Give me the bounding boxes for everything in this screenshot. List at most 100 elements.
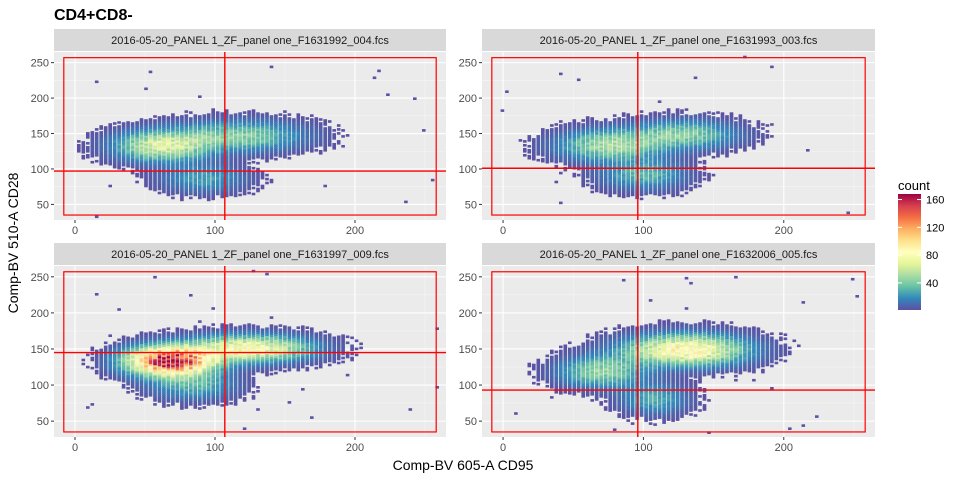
hexbin-cell	[233, 190, 238, 194]
hexbin-cell	[211, 165, 215, 169]
hexbin-cell	[108, 129, 112, 132]
hexbin-cell	[175, 381, 180, 385]
hexbin-cell	[242, 188, 247, 192]
hexbin-cell	[278, 151, 283, 154]
hexbin-cell	[153, 352, 157, 356]
hexbin-cell	[126, 141, 130, 144]
hexbin-cell	[278, 336, 283, 340]
hexbin-cell	[608, 190, 612, 194]
hexbin-cell	[585, 124, 590, 127]
hexbin-cell	[215, 117, 220, 120]
hexbin-cell	[162, 370, 166, 374]
hexbin-cell	[693, 122, 698, 125]
hexbin-cell	[202, 373, 207, 377]
hexbin-cell	[599, 139, 603, 142]
hexbin-cell	[287, 346, 292, 350]
hexbin-cell	[292, 134, 296, 137]
hexbin-cell	[180, 178, 184, 182]
hexbin-cell	[130, 146, 135, 149]
hexbin-cell	[653, 141, 657, 144]
hexbin-cell	[621, 193, 626, 197]
hexbin-cell	[193, 144, 198, 147]
hexbin-cell	[229, 167, 233, 171]
hexbin-cell	[193, 118, 198, 121]
hexbin-cell	[103, 363, 108, 367]
hexbin-cell	[166, 163, 171, 167]
hexbin-cell	[532, 155, 536, 159]
hexbin-cell	[211, 307, 215, 310]
hexbin-cell	[568, 136, 572, 139]
hexbin-cell	[108, 143, 112, 146]
hexbin-cell	[189, 121, 193, 124]
hexbin-cell	[278, 119, 283, 122]
hexbin-cell	[121, 343, 126, 347]
hexbin-cell	[175, 175, 180, 179]
hexbin-cell	[716, 133, 720, 136]
hexbin-cell	[260, 358, 265, 362]
hexbin-cell	[121, 339, 126, 343]
hexbin-cell	[626, 154, 630, 158]
hexbin-cell	[296, 326, 301, 329]
hexbin-cell	[171, 393, 175, 396]
hexbin-cell	[121, 148, 126, 151]
hexbin-cell	[148, 173, 153, 177]
hexbin-cell	[157, 175, 162, 179]
hexbin-cell	[242, 151, 247, 154]
hexbin-cell	[734, 125, 738, 128]
hexbin-cell	[103, 341, 108, 345]
hexbin-cell	[251, 127, 256, 130]
hexbin-cell	[215, 354, 220, 358]
hexbin-cell	[612, 122, 617, 125]
hexbin-cell	[657, 112, 662, 115]
hexbin-cell	[153, 374, 157, 378]
hexbin-cell	[180, 382, 184, 386]
hexbin-cell	[590, 174, 594, 178]
hexbin-cell	[680, 125, 684, 128]
hexbin-cell	[590, 156, 594, 160]
hexbin-cell	[238, 355, 242, 359]
hexbin-cell	[278, 153, 283, 156]
hexbin-cell	[630, 193, 635, 197]
hexbin-cell	[202, 388, 207, 391]
facet-strip	[54, 29, 446, 51]
hexbin-cell	[157, 167, 162, 171]
hexbin-cell	[193, 349, 198, 353]
hexbin-cell	[121, 365, 126, 369]
hexbin-cell	[189, 378, 193, 382]
hexbin-cell	[608, 153, 612, 156]
hexbin-cell	[278, 113, 283, 116]
hexbin-cell	[617, 184, 621, 188]
hexbin-cell	[292, 337, 296, 341]
hexbin-cell	[206, 348, 211, 352]
hexbin-cell	[626, 172, 630, 176]
hexbin-cell	[238, 185, 242, 189]
hexbin-cell	[603, 132, 608, 135]
hexbin-cell	[711, 130, 716, 133]
hexbin-cell	[305, 348, 310, 352]
hexbin-cell	[747, 132, 752, 135]
hexbin-cell	[242, 139, 247, 142]
hexbin-cell	[301, 355, 305, 359]
hexbin-cell	[193, 341, 198, 345]
hexbin-cell	[590, 172, 594, 176]
hexbin-cell	[287, 137, 292, 140]
hexbin-cell	[135, 145, 139, 148]
hexbin-cell	[184, 375, 189, 379]
hexbin-cell	[198, 123, 202, 126]
hexbin-cell	[206, 401, 211, 404]
hexbin-cell	[153, 378, 157, 382]
hexbin-cell	[260, 153, 265, 156]
hexbin-cell	[314, 133, 319, 136]
hexbin-cell	[617, 139, 621, 142]
hexbin-cell	[684, 146, 689, 149]
hexbin-cell	[274, 337, 278, 341]
hexbin-cell	[314, 149, 319, 152]
hexbin-cell	[162, 176, 166, 180]
hexbin-cell	[184, 140, 189, 143]
hexbin-cell	[743, 127, 747, 130]
hexbin-cell	[211, 142, 215, 145]
hexbin-cell	[336, 341, 341, 345]
hexbin-cell	[251, 111, 256, 114]
hexbin-cell	[215, 362, 220, 366]
hexbin-cell	[157, 386, 162, 389]
